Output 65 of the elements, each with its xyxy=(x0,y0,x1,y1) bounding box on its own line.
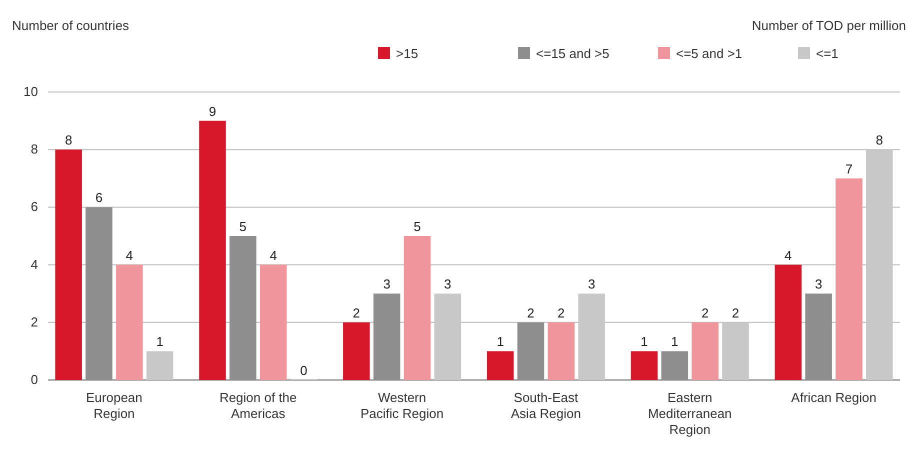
y-tick-label: 2 xyxy=(30,314,38,330)
data-label: 9 xyxy=(208,104,216,119)
data-label: 1 xyxy=(640,334,648,350)
data-label: 5 xyxy=(414,219,421,234)
y-tick-label: 0 xyxy=(30,372,38,387)
data-label: 3 xyxy=(814,276,822,292)
data-label: 8 xyxy=(64,132,72,148)
bar xyxy=(86,207,112,380)
data-label: 4 xyxy=(784,248,792,263)
bar xyxy=(55,150,82,380)
x-tick-label: Eastern Mediterranean Region xyxy=(648,390,732,437)
x-tick-label: South-East Asia Region xyxy=(510,390,582,421)
data-label: 2 xyxy=(701,305,709,320)
legend-label: <=5 and >1 xyxy=(676,46,742,61)
bar xyxy=(146,351,174,380)
bar xyxy=(260,264,287,380)
data-label: 1 xyxy=(156,334,164,350)
bar xyxy=(692,322,718,380)
bar xyxy=(486,351,514,380)
data-label: 4 xyxy=(270,248,277,263)
bar xyxy=(836,178,862,380)
x-tick-label: Region of the Americas xyxy=(219,390,297,421)
data-label: 8 xyxy=(876,132,884,148)
legend-label: <=1 xyxy=(816,46,838,61)
bar xyxy=(517,322,544,380)
data-label: 4 xyxy=(126,248,134,263)
x-tick-label: African Region xyxy=(791,390,876,405)
data-label: 3 xyxy=(588,276,596,292)
bar xyxy=(230,236,256,380)
bar xyxy=(866,150,893,380)
legend-title: Number of TOD per million xyxy=(752,18,906,33)
data-label: 1 xyxy=(496,334,504,350)
bar xyxy=(116,264,143,380)
bar xyxy=(722,322,749,380)
data-label: 2 xyxy=(527,305,534,320)
y-tick-label: 6 xyxy=(30,199,38,214)
bar xyxy=(661,351,688,380)
bar xyxy=(630,351,658,380)
y-axis-title: Number of countries xyxy=(12,18,130,33)
y-tick-label: 8 xyxy=(30,142,38,157)
data-label: 2 xyxy=(558,305,565,320)
bar xyxy=(404,236,431,380)
legend-label: >15 xyxy=(396,46,418,61)
bar xyxy=(199,120,226,380)
y-tick-label: 4 xyxy=(30,256,38,272)
data-label: 2 xyxy=(732,305,740,320)
data-label: 6 xyxy=(95,190,103,206)
data-label: 5 xyxy=(239,219,247,234)
bar xyxy=(373,294,400,380)
data-label: 3 xyxy=(383,276,390,292)
x-tick-label: Western Pacific Region xyxy=(360,390,444,421)
bar xyxy=(343,322,370,380)
bar xyxy=(578,294,605,380)
bar xyxy=(774,264,802,380)
data-label: 7 xyxy=(845,161,853,176)
x-tick-label: European Region xyxy=(86,390,142,421)
bar xyxy=(434,294,462,380)
data-label: 2 xyxy=(352,305,360,320)
data-label: 3 xyxy=(444,276,452,292)
data-label: 0 xyxy=(300,363,308,378)
y-tick-label: 10 xyxy=(24,84,38,99)
bar xyxy=(548,322,575,380)
data-label: 1 xyxy=(671,334,678,350)
bar xyxy=(805,294,832,380)
legend-label: <=15 and >5 xyxy=(536,46,610,61)
